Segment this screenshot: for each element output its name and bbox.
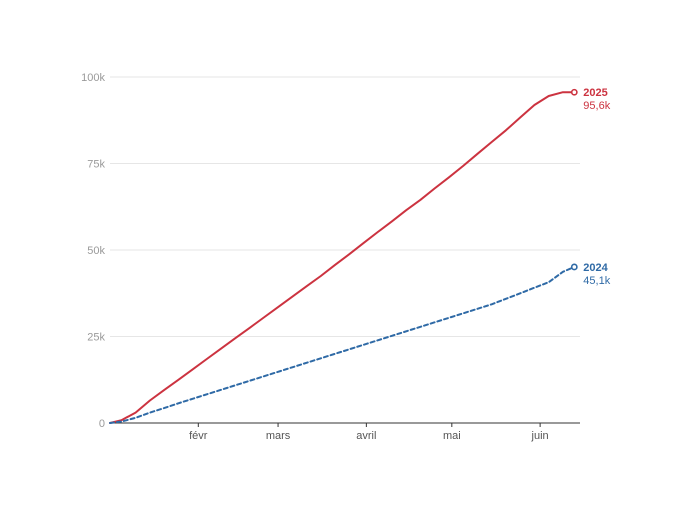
x-tick-label: avril	[356, 430, 376, 442]
x-tick-label: févr	[189, 430, 208, 442]
x-tick-label: mai	[443, 430, 461, 442]
y-tick-label: 75k	[87, 159, 105, 171]
series-line-2025	[109, 91, 576, 424]
x-axis: févr mars avril mai juin	[189, 423, 549, 442]
series-value-label-2025: 95,6k	[583, 100, 610, 112]
y-tick-label: 0	[99, 418, 105, 430]
series-value-label-2024: 45,1k	[583, 275, 610, 287]
series-layer	[109, 88, 578, 424]
series-end-marker-2025	[570, 88, 578, 96]
x-tick-label: mars	[266, 430, 291, 442]
grid-layer	[110, 76, 580, 424]
series-name-label-2024: 2024	[583, 262, 608, 274]
y-tick-label: 25k	[87, 332, 105, 344]
series-end-marker-2024	[570, 263, 578, 271]
series-line-2024	[109, 266, 576, 424]
y-tick-label: 50k	[87, 245, 105, 257]
y-tick-label: 100k	[81, 72, 105, 84]
x-tick-label: juin	[531, 430, 549, 442]
y-axis: 0 25k 50k 75k 100k	[81, 72, 105, 430]
series-name-label-2025: 2025	[583, 87, 607, 99]
